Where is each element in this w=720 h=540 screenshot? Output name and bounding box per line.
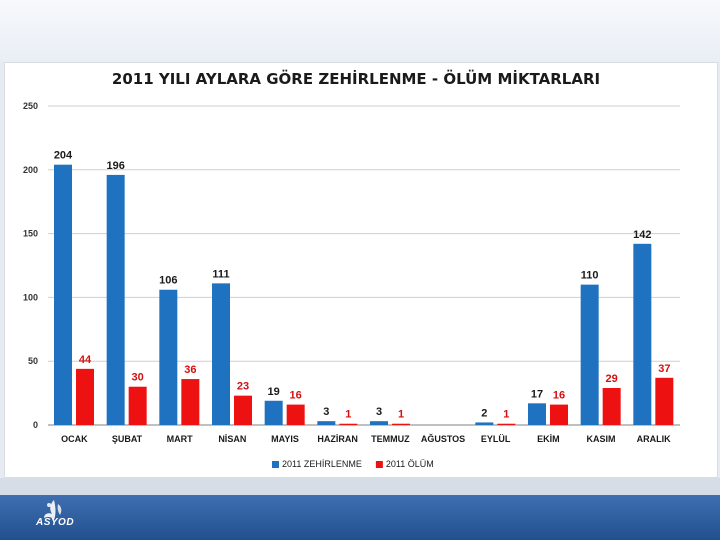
bar [234, 395, 252, 425]
y-tick-label: 0 [33, 420, 38, 430]
x-category-label: AĞUSTOS [421, 433, 465, 444]
x-category-label: TEMMUZ [371, 434, 410, 444]
bar [392, 423, 410, 425]
data-label: 36 [184, 364, 196, 376]
bar [159, 289, 178, 425]
data-label: 44 [79, 354, 92, 366]
x-category-label: OCAK [61, 434, 88, 444]
data-label: 142 [633, 229, 651, 241]
data-label: 106 [159, 275, 177, 287]
bar [550, 404, 568, 425]
x-category-label: EKİM [537, 434, 560, 444]
y-axis-ticks: 0 50 100 150 200 250 [23, 101, 38, 430]
data-label: 16 [290, 390, 302, 402]
x-axis-categories: OCAK ŞUBAT MART NİSAN MAYIS HAZİRAN TEMMUZ AĞUS… [61, 433, 671, 444]
slide-header-band [0, 0, 720, 62]
data-label: 3 [376, 406, 382, 418]
data-labels: 204 44 196 30 106 36 111 23 19 16 3 1 3 1 2 1 17 16 110 29 1… [54, 150, 671, 421]
legend: 2011 ZEHİRLENME 2011 ÖLÜM [272, 459, 434, 469]
x-category-label: ARALIK [637, 434, 671, 444]
data-label: 110 [581, 270, 599, 282]
bar [286, 404, 305, 425]
bar [528, 403, 546, 425]
bar [475, 422, 494, 425]
y-tick-label: 50 [28, 356, 38, 366]
bar [580, 284, 599, 425]
legend-label: 2011 ZEHİRLENME [282, 459, 362, 469]
bar [370, 421, 388, 425]
bar [76, 368, 94, 425]
x-category-label: ŞUBAT [112, 434, 143, 444]
bars [54, 164, 674, 426]
bar [128, 386, 147, 425]
bar [264, 400, 283, 425]
bar [339, 423, 358, 425]
data-label: 2 [481, 407, 487, 419]
data-label: 17 [531, 388, 543, 400]
legend-swatch [272, 461, 279, 468]
footer-divider [0, 478, 720, 495]
data-label: 3 [323, 406, 329, 418]
data-label: 23 [237, 381, 249, 393]
y-tick-label: 100 [23, 292, 38, 302]
data-label: 1 [503, 409, 509, 421]
data-label: 16 [553, 390, 565, 402]
data-label: 1 [345, 409, 351, 421]
footer-band [0, 495, 720, 540]
bar [317, 421, 336, 425]
bar [633, 243, 652, 425]
chart-title: 2011 YILI AYLARA GÖRE ZEHİRLENME - ÖLÜM … [111, 70, 601, 88]
x-category-label: KASIM [587, 434, 616, 444]
legend-swatch [375, 461, 383, 468]
y-tick-label: 250 [23, 101, 38, 111]
data-label: 1 [398, 409, 404, 421]
x-category-label: EYLÜL [481, 434, 511, 444]
asyod-logo-icon [44, 500, 62, 520]
data-label: 30 [132, 372, 144, 384]
bar [655, 377, 674, 425]
logo-text: ASYOD [36, 517, 75, 528]
bar [54, 164, 72, 426]
x-category-label: MAYIS [271, 434, 299, 444]
gridlines [48, 105, 680, 426]
data-label: 29 [606, 373, 618, 385]
bar [602, 387, 621, 425]
x-category-label: NİSAN [218, 434, 246, 444]
data-label: 111 [212, 268, 229, 280]
bar [106, 174, 125, 425]
bar [497, 423, 516, 425]
x-category-label: MART [167, 434, 193, 444]
y-tick-label: 150 [23, 229, 38, 239]
data-label: 196 [106, 160, 124, 172]
data-label: 204 [54, 150, 73, 162]
legend-label: 2011 ÖLÜM [386, 459, 434, 469]
y-tick-label: 200 [23, 165, 38, 175]
data-label: 19 [268, 386, 280, 398]
bar [181, 379, 200, 425]
bar [212, 283, 230, 425]
data-label: 37 [658, 363, 670, 375]
x-category-label: HAZİRAN [317, 434, 358, 444]
